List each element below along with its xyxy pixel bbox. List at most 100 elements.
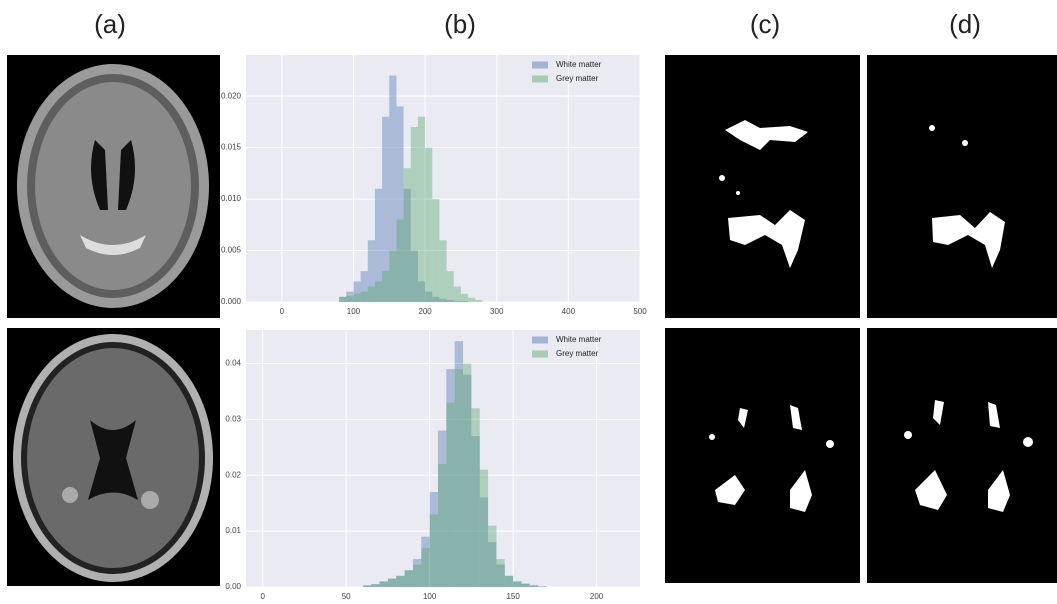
histogram-bar: [374, 188, 383, 302]
legend-swatch: [532, 61, 548, 69]
histogram-bar: [404, 570, 413, 587]
histogram-bar: [496, 559, 505, 587]
mask-d-bottom: [867, 328, 1057, 583]
y-tick-label: 0.03: [225, 415, 241, 424]
y-tick-label: 0.010: [221, 194, 242, 203]
histogram-bar: [432, 199, 440, 302]
histogram-bar: [417, 281, 426, 302]
histogram-bar: [417, 116, 426, 302]
x-tick-label: 0: [280, 307, 285, 316]
histogram-bar: [404, 570, 413, 587]
histogram-bar: [429, 514, 438, 587]
legend-swatch: [532, 336, 548, 344]
legend-swatch: [532, 75, 548, 83]
histogram-bar: [387, 578, 397, 587]
histogram-bar: [513, 581, 522, 587]
histogram-bar: [396, 219, 404, 302]
histogram-bar: [479, 497, 489, 587]
histogram-bar: [410, 127, 418, 303]
histogram-bar: [353, 281, 361, 302]
histogram-bar: [396, 575, 405, 587]
y-tick-label: 0.000: [221, 297, 242, 306]
chart: 0 100 200 300 400 500 0.000 0.005 0.010 0.015 0.02…: [221, 55, 647, 316]
panel-label: (c): [750, 9, 780, 39]
histogram-bar: [346, 295, 354, 302]
y-tick-label: 0.02: [225, 470, 241, 479]
histogram-bar: [538, 586, 547, 587]
histogram-bar: [488, 542, 497, 587]
histogram-bar: [446, 369, 455, 587]
histogram-bar: [362, 585, 372, 587]
histogram-bar: [529, 585, 539, 587]
histogram-bar: [460, 293, 469, 302]
histogram-bar: [374, 281, 383, 302]
legend-label: White matter: [556, 335, 602, 344]
histogram-bar: [454, 369, 464, 587]
histogram-bar: [453, 300, 461, 302]
histogram-bar: [421, 536, 430, 587]
histogram-bar: [463, 363, 472, 587]
histogram-bar: [460, 300, 469, 302]
mask-d-top: [867, 55, 1057, 318]
histogram-bar: [367, 240, 375, 302]
x-tick-label: 500: [633, 307, 647, 316]
histogram-bar: [389, 250, 397, 302]
histogram-bar: [475, 299, 483, 302]
x-tick-label: 400: [562, 307, 576, 316]
histogram-bar: [529, 585, 539, 587]
histogram-bar: [504, 575, 514, 587]
histogram-bar: [513, 581, 522, 587]
histogram-bar: [382, 271, 390, 302]
histogram-bar: [446, 271, 454, 302]
histogram-bar: [412, 559, 422, 587]
histogram-bar: [437, 430, 447, 587]
histogram-bar: [488, 525, 497, 587]
histogram-bar: [387, 578, 397, 587]
x-tick-label: 200: [590, 592, 604, 601]
histogram-bar: [412, 564, 422, 587]
histogram-bar: [504, 575, 514, 587]
histogram-bar: [339, 296, 347, 302]
histogram-bar: [396, 106, 404, 302]
x-tick-label: 50: [342, 592, 351, 601]
x-tick-label: 300: [490, 307, 504, 316]
histogram-bar: [468, 297, 476, 302]
histogram-bar: [353, 293, 361, 302]
panel-label: (b): [444, 9, 476, 39]
histogram-bar: [437, 464, 447, 587]
histogram-bar: [463, 374, 472, 587]
histogram-bar: [362, 585, 372, 587]
histogram-bar: [425, 291, 433, 302]
histogram-bar: [496, 564, 505, 587]
histogram-bar: [453, 286, 461, 302]
histogram-bar: [339, 296, 347, 302]
histogram-bar: [425, 147, 433, 302]
y-tick-label: 0.005: [221, 246, 242, 255]
histogram-bar: [446, 299, 454, 302]
histogram-bar: [446, 402, 455, 587]
histogram-bar: [479, 469, 489, 587]
histogram-bar: [360, 271, 368, 302]
legend-label: White matter: [556, 60, 602, 69]
histogram-bar: [382, 116, 390, 302]
histogram-bar: [538, 586, 547, 587]
plot-area: [246, 330, 640, 587]
panel-label: (a): [94, 9, 126, 39]
legend-label: Grey matter: [556, 349, 599, 358]
y-tick-label: 0.01: [225, 526, 241, 535]
histogram-bar: [471, 436, 480, 587]
chart: 0 50 100 150 200 0.00 0.01 0.02 0.03 0.04 White ma…: [225, 330, 640, 601]
histogram-bar: [421, 547, 430, 587]
histogram-bar: [371, 584, 380, 587]
histogram-bar: [439, 240, 447, 302]
histogram-bar: [403, 188, 411, 302]
legend-label: Grey matter: [556, 74, 599, 83]
histogram-bar: [389, 75, 397, 302]
x-tick-label: 200: [418, 307, 432, 316]
histogram-bar: [371, 584, 380, 587]
y-tick-label: 0.020: [221, 91, 242, 100]
histogram-bar: [471, 408, 480, 587]
histogram-bar: [403, 168, 411, 302]
histogram-bar: [432, 296, 440, 302]
